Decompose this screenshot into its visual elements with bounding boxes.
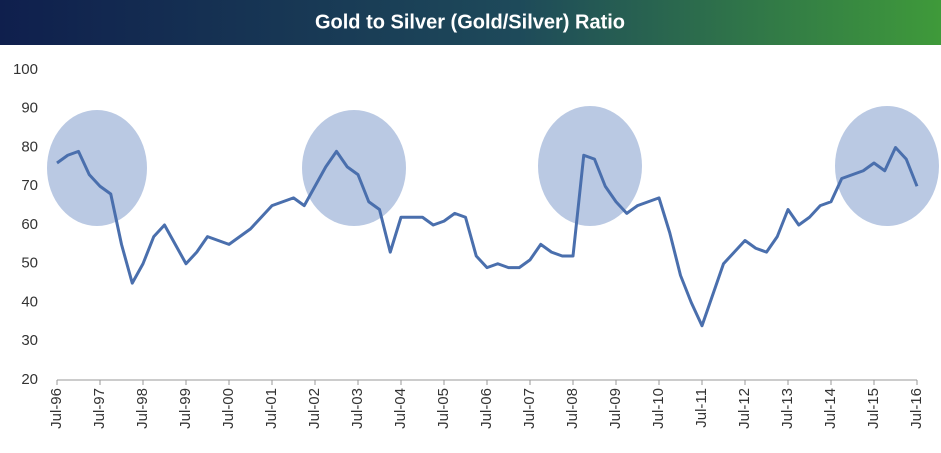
title-bar — [0, 0, 941, 45]
y-tick-label: 20 — [21, 371, 38, 388]
y-tick-label: 90 — [21, 100, 38, 117]
y-tick-label: 40 — [21, 293, 38, 310]
y-tick-label: 50 — [21, 255, 38, 272]
x-tick-label: Jul-12 — [736, 388, 753, 429]
chart-title: Gold to Silver (Gold/Silver) Ratio — [315, 11, 625, 33]
x-tick-label: Jul-96 — [48, 388, 65, 429]
x-tick-label: Jul-06 — [478, 388, 495, 429]
x-tick-label: Jul-15 — [865, 388, 882, 429]
x-tick-label: Jul-03 — [349, 388, 366, 429]
y-tick-label: 60 — [21, 216, 38, 233]
x-tick-label: Jul-07 — [521, 388, 538, 429]
x-tick-label: Jul-09 — [607, 388, 624, 429]
x-tick-label: Jul-04 — [392, 388, 409, 429]
x-tick-label: Jul-01 — [263, 388, 280, 429]
y-tick-label: 80 — [21, 138, 38, 155]
highlight-circle — [302, 110, 406, 226]
y-tick-label: 70 — [21, 177, 38, 194]
y-tick-label: 100 — [13, 61, 38, 78]
x-tick-label: Jul-11 — [693, 388, 710, 428]
x-tick-label: Jul-13 — [779, 388, 796, 429]
highlight-circles — [47, 106, 939, 226]
x-tick-label: Jul-99 — [177, 388, 194, 429]
x-tick-label: Jul-05 — [435, 388, 452, 429]
x-tick-label: Jul-00 — [220, 388, 237, 429]
x-tick-label: Jul-08 — [564, 388, 581, 429]
y-tick-label: 30 — [21, 332, 38, 349]
x-tick-label: Jul-97 — [91, 388, 108, 429]
x-tick-label: Jul-10 — [650, 388, 667, 429]
line — [56, 146, 919, 328]
x-tick-label: Jul-14 — [822, 388, 839, 429]
x-tick-label: Jul-02 — [306, 388, 323, 429]
x-tick-label: Jul-98 — [134, 388, 151, 429]
x-tick-label: Jul-16 — [908, 388, 925, 429]
highlight-circle — [47, 110, 147, 226]
highlight-circle — [538, 106, 642, 226]
